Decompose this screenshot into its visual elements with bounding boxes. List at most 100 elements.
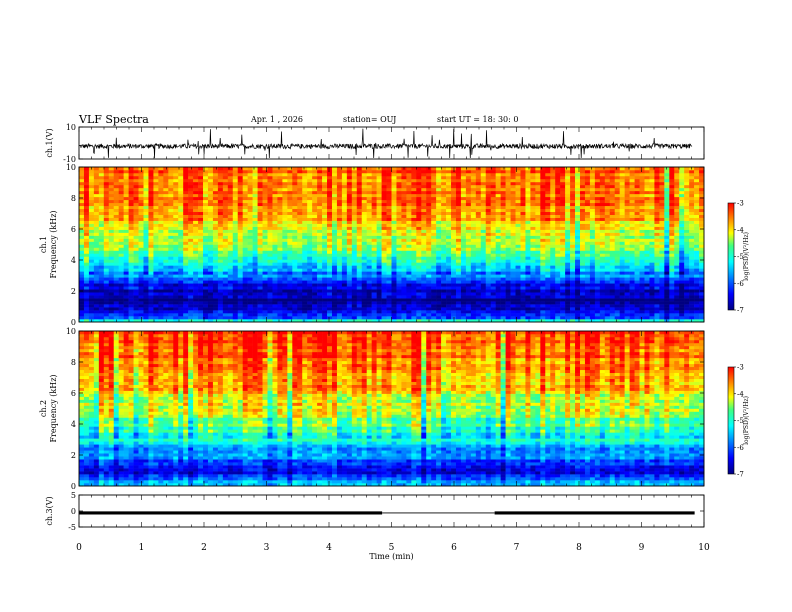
spectrogram-cell — [237, 286, 243, 290]
spectrogram-cell — [292, 310, 298, 314]
spectrogram-cell — [629, 259, 635, 263]
spectrogram-cell — [198, 262, 204, 266]
spectrogram-cell — [307, 277, 313, 281]
spectrogram-cell — [609, 316, 616, 320]
spectrogram-cell — [465, 217, 472, 221]
spectrogram-cell — [148, 307, 154, 311]
spectrogram-cell — [594, 214, 601, 218]
spectrogram-cell — [138, 217, 144, 221]
spectrogram-cell — [406, 271, 412, 275]
spectrogram-cell — [525, 244, 531, 248]
spectrogram-cell — [371, 319, 377, 323]
spectrogram-cell — [406, 235, 412, 239]
spectrogram-cell — [287, 205, 293, 210]
spectrogram-cell — [654, 265, 660, 269]
spectrogram-cell — [351, 256, 358, 260]
spectrogram-cell — [346, 304, 353, 308]
spectrogram-cell — [262, 313, 268, 317]
spectrogram-cell — [341, 217, 348, 221]
spectrogram-cell — [530, 247, 536, 251]
spectrogram-cell — [465, 226, 472, 230]
spectrogram-cell — [560, 283, 566, 287]
spectrogram-cell — [500, 292, 506, 296]
spectrogram-cell — [684, 241, 690, 245]
spectrogram-cell — [83, 220, 90, 224]
spectrogram-cell — [634, 235, 640, 239]
spectrogram-cell — [371, 244, 377, 248]
spectrogram-cell — [227, 232, 234, 236]
spectrogram-cell — [609, 280, 616, 284]
spectrogram-cell — [113, 247, 119, 251]
spectrogram-cell — [331, 298, 338, 302]
spectrogram-cell — [490, 268, 496, 272]
spectrogram-cell — [560, 217, 566, 221]
spectrogram-cell — [138, 262, 144, 266]
spectrogram-cell — [183, 214, 189, 218]
spectrogram-cell — [292, 319, 298, 323]
spectrogram-cell — [158, 211, 164, 215]
spectrogram-cell — [312, 226, 318, 230]
spectrogram-cell — [203, 292, 209, 296]
spectrogram-cell — [520, 307, 526, 311]
spectrogram-cell — [257, 313, 263, 317]
spectrogram-cell — [530, 241, 536, 245]
spectrogram-cell — [540, 262, 546, 266]
spectrogram-cell — [480, 229, 487, 233]
spectrogram-cell — [396, 304, 402, 308]
spectrogram-cell — [366, 229, 372, 233]
spectrogram-cell — [699, 238, 705, 242]
spectrogram-cell — [629, 253, 635, 257]
spectrogram-cell — [232, 277, 239, 281]
spectrogram-cell — [83, 241, 90, 245]
spectrogram-cell — [599, 211, 606, 215]
spectrogram-cell — [302, 208, 308, 213]
spectrogram-cell — [654, 226, 660, 230]
spectrogram-cell — [599, 256, 606, 260]
spectrogram-cell — [302, 247, 308, 251]
spectrogram-cell — [257, 202, 263, 207]
spectrogram-cell — [98, 313, 105, 317]
spectrogram-cell — [446, 298, 452, 302]
spectrogram-cell — [178, 319, 184, 323]
spectrogram-cell — [689, 241, 695, 245]
spectrogram-cell — [237, 274, 243, 278]
spectrogram-cell — [421, 313, 427, 317]
spectrogram-cell — [619, 271, 625, 275]
spectrogram-cell — [396, 217, 402, 221]
spectrogram-cell — [500, 244, 506, 248]
spectrogram-cell — [381, 250, 387, 254]
spectrogram-cell — [381, 238, 387, 242]
spectrogram-cell — [217, 316, 224, 320]
spectrogram-cell — [421, 217, 427, 221]
spectrogram-cell — [188, 232, 194, 236]
spectrogram-cell — [237, 298, 243, 302]
spectrogram-cell — [277, 232, 283, 236]
spectrogram-cell — [183, 304, 189, 308]
spectrogram-cell — [584, 253, 591, 257]
spectrogram-cell — [485, 298, 492, 302]
spectrogram-cell — [446, 202, 452, 207]
spectrogram-cell — [168, 313, 174, 317]
spectrogram-cell — [431, 253, 437, 257]
spectrogram-cell — [356, 220, 363, 224]
spectrogram-cell — [441, 235, 447, 239]
spectrogram-cell — [217, 307, 224, 311]
spectrogram-cell — [654, 313, 660, 317]
spectrogram-cell — [604, 283, 611, 287]
spectrogram-cell — [391, 205, 397, 210]
spectrogram-cell — [565, 205, 571, 210]
spectrogram-cell — [401, 259, 407, 263]
spectrogram-cell — [614, 247, 620, 251]
spectrogram-cell — [401, 208, 407, 213]
spectrogram-cell — [465, 316, 472, 320]
spectrogram-cell — [133, 217, 139, 221]
spectrogram-cell — [252, 226, 258, 230]
spectrogram-cell — [138, 271, 144, 275]
spectrogram-cell — [669, 211, 675, 215]
spectrogram-cell — [510, 253, 516, 257]
spectrogram-cell — [639, 316, 645, 320]
spectrogram-cell — [391, 295, 397, 299]
spectrogram-cell — [639, 226, 645, 230]
spectrogram-cell — [490, 277, 496, 281]
spectrogram-cell — [674, 310, 680, 314]
